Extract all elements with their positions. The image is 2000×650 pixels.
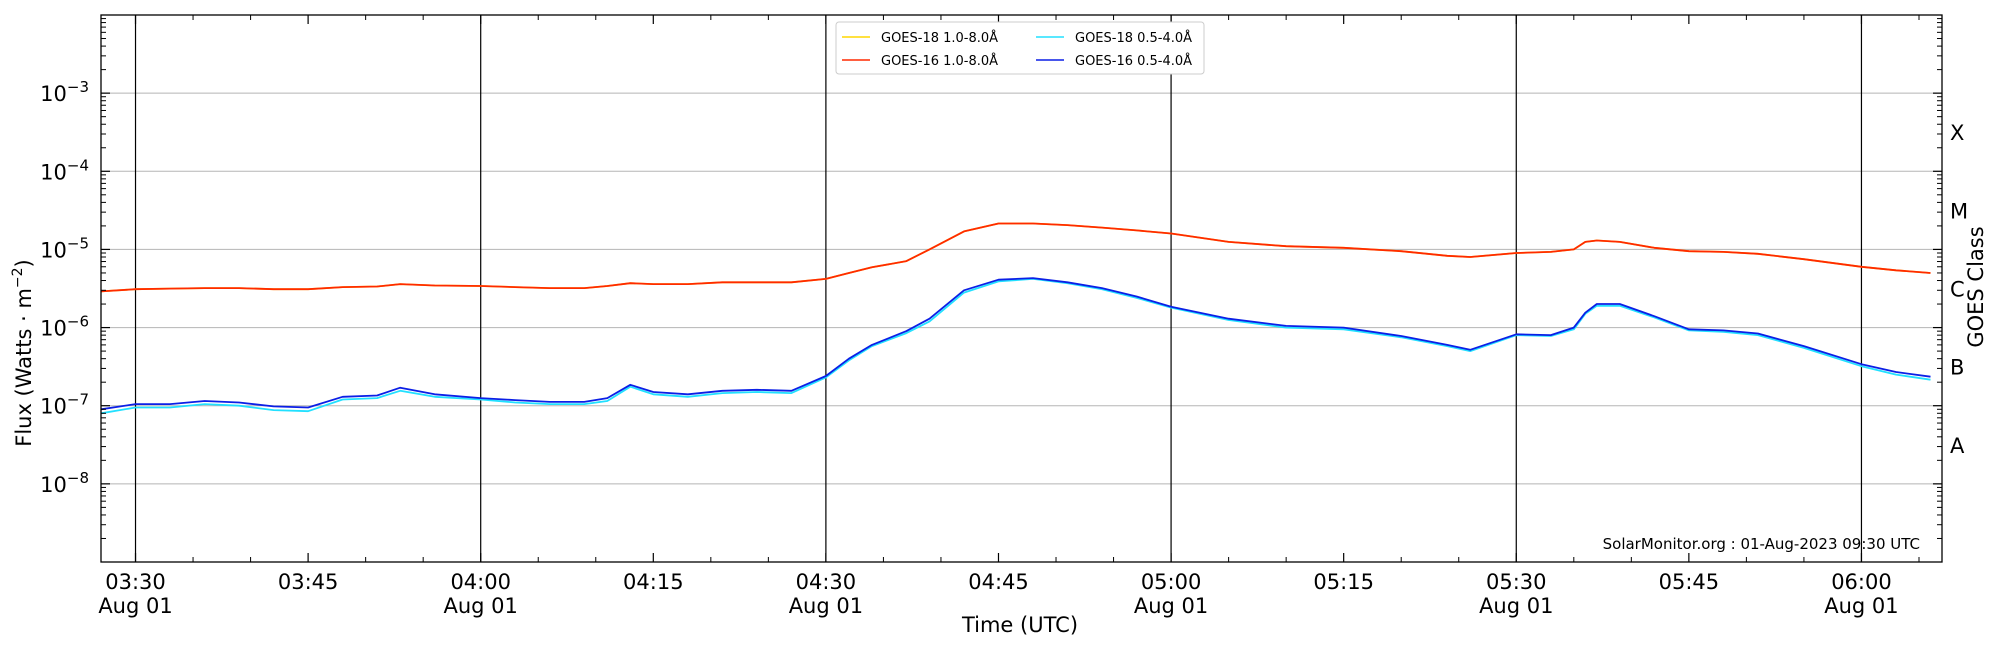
legend-label-goes16-short: GOES-16 0.5-4.0Å xyxy=(1075,53,1192,69)
y-tick-base: 10 xyxy=(40,160,67,184)
legend-label-goes18-long: GOES-18 1.0-8.0Å xyxy=(881,30,998,46)
x-tick-date-label: Aug 01 xyxy=(1134,594,1208,618)
y-axis-title-main: Flux (Watts · m xyxy=(12,288,36,447)
legend-label-goes16-long: GOES-16 1.0-8.0Å xyxy=(881,53,998,69)
y-tick-exponent: −8 xyxy=(67,469,89,487)
x-tick-label: 04:15 xyxy=(623,570,684,594)
x-tick-date-label: Aug 01 xyxy=(98,594,172,618)
x-tick-date-label: Aug 01 xyxy=(1824,594,1898,618)
x-tick-label: 04:30 xyxy=(796,570,857,594)
y-tick-label: 10−8 xyxy=(40,469,89,497)
y-axis-title: Flux (Watts · m−2) xyxy=(10,259,36,447)
plot-frame xyxy=(100,14,1943,563)
y-axis-title-exponent: −2 xyxy=(10,267,26,288)
x-tick-label: 05:00 xyxy=(1141,570,1202,594)
goes-class-label: M xyxy=(1950,199,1968,223)
x-tick-label: 03:45 xyxy=(278,570,339,594)
x-axis-title: Time (UTC) xyxy=(961,613,1078,637)
legend-box xyxy=(835,21,1205,75)
y-tick-base: 10 xyxy=(40,82,67,106)
x-tick-date-label: Aug 01 xyxy=(1479,594,1553,618)
y-tick-base: 10 xyxy=(40,395,67,419)
goes-class-label: X xyxy=(1950,121,1964,145)
series-line-1 xyxy=(100,222,1931,293)
y-axis-title-close: ) xyxy=(12,259,36,267)
series-line-2 xyxy=(100,277,1931,415)
x-tick-label: 05:30 xyxy=(1486,570,1547,594)
goes-class-label: B xyxy=(1950,356,1964,380)
y-tick-labels: 10−810−710−610−510−410−3 xyxy=(40,78,89,497)
y-tick-label: 10−5 xyxy=(40,234,89,262)
y-tick-exponent: −5 xyxy=(67,234,89,252)
y-tick-base: 10 xyxy=(40,238,67,262)
x-tick-label: 06:00 xyxy=(1831,570,1892,594)
series-line-3 xyxy=(100,277,1931,411)
y-tick-exponent: −7 xyxy=(67,391,89,409)
legend-label-goes18-short: GOES-18 0.5-4.0Å xyxy=(1075,30,1192,46)
x-tick-label: 03:30 xyxy=(105,570,166,594)
day-boundary-lines xyxy=(134,15,1863,562)
y-tick-label: 10−4 xyxy=(40,156,89,184)
axis-ticks xyxy=(101,15,1942,562)
x-tick-label: 04:00 xyxy=(450,570,511,594)
x-tick-label: 04:45 xyxy=(968,570,1029,594)
y-tick-label: 10−3 xyxy=(40,78,89,106)
x-tick-label: 05:15 xyxy=(1313,570,1374,594)
y-tick-base: 10 xyxy=(40,317,67,341)
goes-class-labels: A B C M X xyxy=(1950,121,1968,458)
credit-text: SolarMonitor.org : 01-Aug-2023 09:30 UTC xyxy=(1603,535,1920,553)
gridlines xyxy=(101,92,1942,485)
series-lines xyxy=(100,222,1931,415)
x-tick-date-label: Aug 01 xyxy=(789,594,863,618)
right-axis-title: GOES Class xyxy=(1964,226,1988,347)
y-tick-exponent: −3 xyxy=(67,78,89,96)
goes-class-label: A xyxy=(1950,434,1965,458)
y-tick-base: 10 xyxy=(40,473,67,497)
x-tick-label: 05:45 xyxy=(1659,570,1720,594)
y-tick-exponent: −4 xyxy=(67,156,89,174)
goes-class-label: C xyxy=(1950,278,1965,302)
legend: GOES-18 1.0-8.0Å GOES-16 1.0-8.0Å GOES-1… xyxy=(835,21,1205,75)
x-tick-date-label: Aug 01 xyxy=(444,594,518,618)
y-tick-label: 10−7 xyxy=(40,391,89,419)
y-tick-exponent: −6 xyxy=(67,313,89,331)
y-tick-label: 10−6 xyxy=(40,313,89,341)
